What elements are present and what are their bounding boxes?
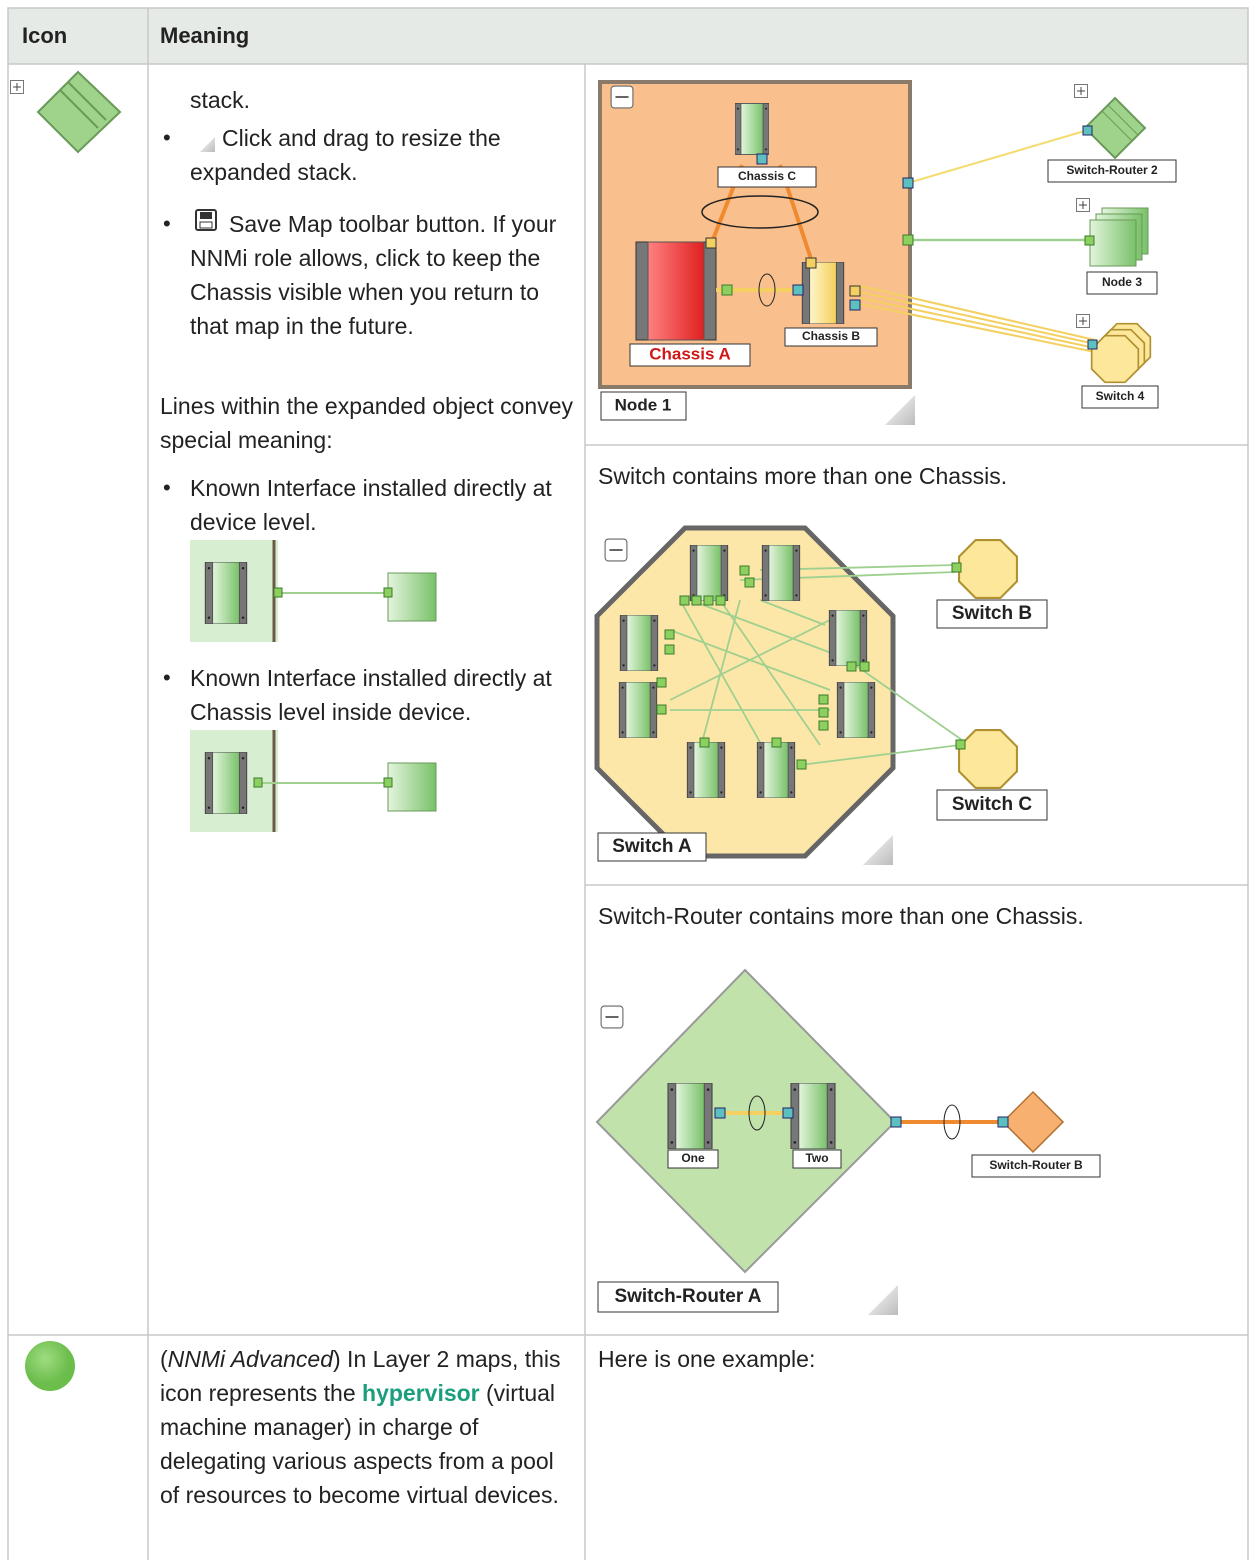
diagram-label: Switch A	[612, 836, 692, 857]
meaning-text: stack.	[190, 87, 251, 113]
example-caption: Switch-Router contains more than one Cha…	[598, 903, 1084, 929]
bullet-text: Known Interface installed directly at Ch…	[190, 665, 552, 725]
diagram-label: Switch C	[952, 794, 1033, 815]
example-caption: Switch contains more than one Chassis.	[598, 463, 1008, 489]
bullet: •	[163, 211, 171, 236]
diagram-label: Switch-Router 2	[1066, 163, 1158, 177]
meaning-text: Lines within the expanded object convey …	[160, 393, 574, 453]
bullet: •	[163, 665, 171, 690]
text: (	[160, 1346, 168, 1372]
italic-text: NNMi Advanced	[167, 1346, 333, 1372]
text: ) In Layer 2 maps, this icon represents …	[160, 1346, 561, 1406]
header-meaning: Meaning	[160, 23, 250, 48]
diagram-label: Switch-Router B	[989, 1158, 1083, 1172]
bullet: •	[163, 475, 171, 500]
diagram-label: Node 1	[615, 395, 672, 414]
diagram-label: Chassis A	[649, 344, 731, 363]
diagram-label: Chassis C	[738, 169, 796, 183]
diagram-label: Chassis B	[802, 329, 860, 343]
example-caption: Here is one example:	[598, 1346, 816, 1372]
glossary-link[interactable]: hypervisor	[362, 1380, 480, 1406]
meaning-text: (NNMi Advanced) In Layer 2 maps, this ic…	[160, 1342, 575, 1512]
diagram-label: Switch 4	[1096, 389, 1145, 403]
diagram-label: One	[681, 1151, 705, 1165]
bullet-text: Known Interface installed directly at de…	[190, 475, 552, 535]
header-icon: Icon	[22, 23, 68, 48]
bullet-text: Save Map toolbar button. If your NNMi ro…	[190, 211, 557, 339]
text: (virtual machine manager) in charge of d…	[160, 1380, 559, 1508]
diagram-label: Two	[805, 1151, 828, 1165]
diagram-label: Node 3	[1102, 275, 1142, 289]
diagram-label: Switch-Router A	[614, 1286, 761, 1307]
bullet: •	[163, 125, 171, 150]
diagram-label: Switch B	[952, 603, 1032, 624]
bullet-text: Click and drag to resize the expanded st…	[190, 125, 501, 185]
